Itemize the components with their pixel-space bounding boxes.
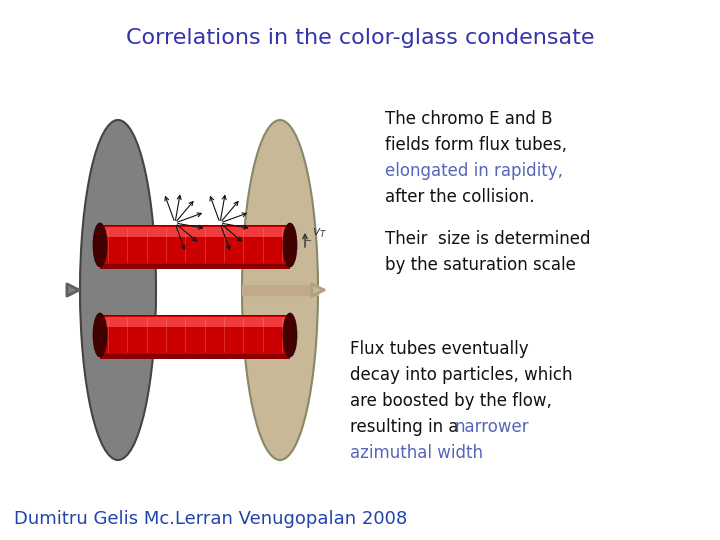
Text: decay into particles, which: decay into particles, which bbox=[350, 366, 572, 384]
Ellipse shape bbox=[283, 223, 297, 267]
Text: Flux tubes eventually: Flux tubes eventually bbox=[350, 340, 528, 358]
Bar bbox=[100, 316, 290, 354]
Text: fields form flux tubes,: fields form flux tubes, bbox=[385, 136, 567, 154]
Text: narrower: narrower bbox=[455, 418, 530, 436]
Ellipse shape bbox=[242, 120, 318, 460]
Text: elongated in rapidity,: elongated in rapidity, bbox=[385, 162, 563, 180]
Ellipse shape bbox=[80, 120, 156, 460]
Bar bbox=[104, 227, 286, 237]
Text: The chromo E and B: The chromo E and B bbox=[385, 110, 552, 128]
Text: by the saturation scale: by the saturation scale bbox=[385, 255, 576, 274]
Bar bbox=[100, 315, 290, 359]
Bar bbox=[100, 225, 290, 269]
Bar bbox=[100, 226, 290, 264]
Text: azimuthal width: azimuthal width bbox=[350, 444, 483, 462]
Text: $v_T$: $v_T$ bbox=[312, 227, 328, 240]
Ellipse shape bbox=[93, 223, 107, 267]
Bar bbox=[104, 317, 286, 327]
Text: are boosted by the flow,: are boosted by the flow, bbox=[350, 392, 552, 410]
Ellipse shape bbox=[283, 313, 297, 357]
Ellipse shape bbox=[93, 313, 107, 357]
Text: Dumitru Gelis Mc.Lerran Venugopalan 2008: Dumitru Gelis Mc.Lerran Venugopalan 2008 bbox=[14, 510, 408, 528]
Text: after the collision.: after the collision. bbox=[385, 188, 534, 206]
Text: Correlations in the color-glass condensate: Correlations in the color-glass condensa… bbox=[126, 28, 594, 48]
Text: Their  size is determined: Their size is determined bbox=[385, 230, 590, 248]
Text: resulting in a: resulting in a bbox=[350, 418, 464, 436]
